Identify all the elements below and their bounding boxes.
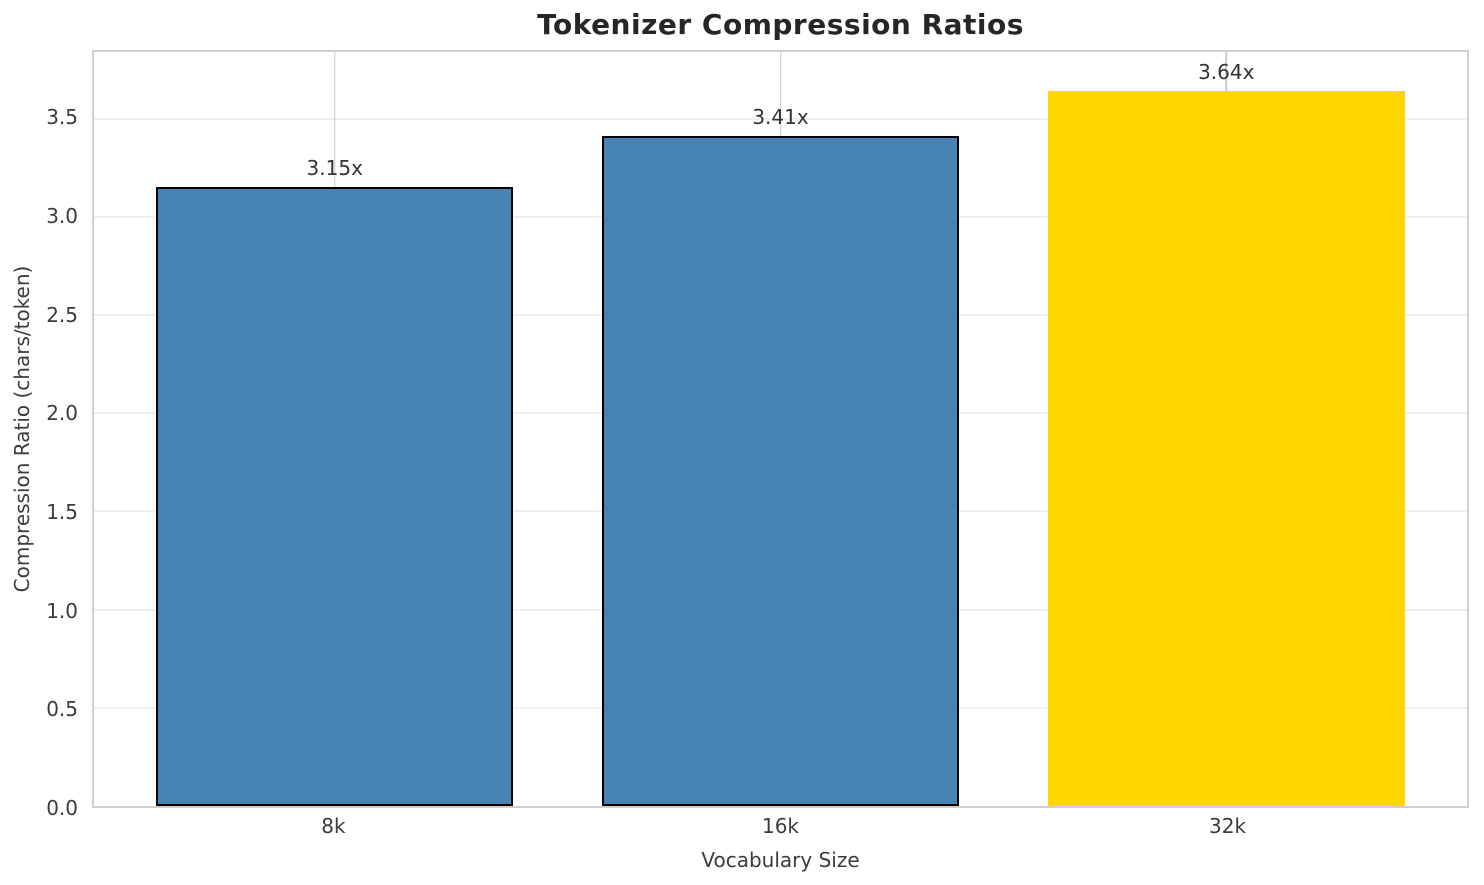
y-tick-label: 1.5 bbox=[46, 499, 78, 524]
y-tick-label: 1.0 bbox=[46, 598, 78, 623]
bar-32k bbox=[1047, 91, 1405, 806]
bar-value-label: 3.15x bbox=[306, 156, 363, 181]
y-tick-label: 2.0 bbox=[46, 401, 78, 426]
chart-title: Tokenizer Compression Ratios bbox=[537, 8, 1024, 41]
y-tick-label: 2.5 bbox=[46, 302, 78, 327]
y-tick-label: 3.5 bbox=[46, 105, 78, 130]
y-tick-label: 0.5 bbox=[46, 697, 78, 722]
bar-16k bbox=[602, 136, 959, 806]
x-axis-label: Vocabulary Size bbox=[701, 848, 860, 872]
bar-value-label: 3.64x bbox=[1198, 60, 1255, 85]
y-tick-label: 3.0 bbox=[46, 203, 78, 228]
bar-8k bbox=[156, 187, 514, 806]
x-tick-label-8k: 8k bbox=[321, 814, 346, 838]
x-tick-label-32k: 32k bbox=[1209, 814, 1247, 838]
x-axis-ticks: 8k 16k 32k bbox=[92, 814, 1469, 844]
x-tick-label-16k: 16k bbox=[761, 814, 800, 838]
y-tick-label: 0.0 bbox=[46, 796, 78, 820]
bar-value-label: 3.41x bbox=[752, 105, 809, 130]
plot-area: 3.15x 3.41x 3.64x bbox=[92, 50, 1469, 808]
y-axis-ticks: 0.0 0.5 1.0 1.5 2.0 2.5 3.0 3.5 bbox=[0, 50, 82, 820]
